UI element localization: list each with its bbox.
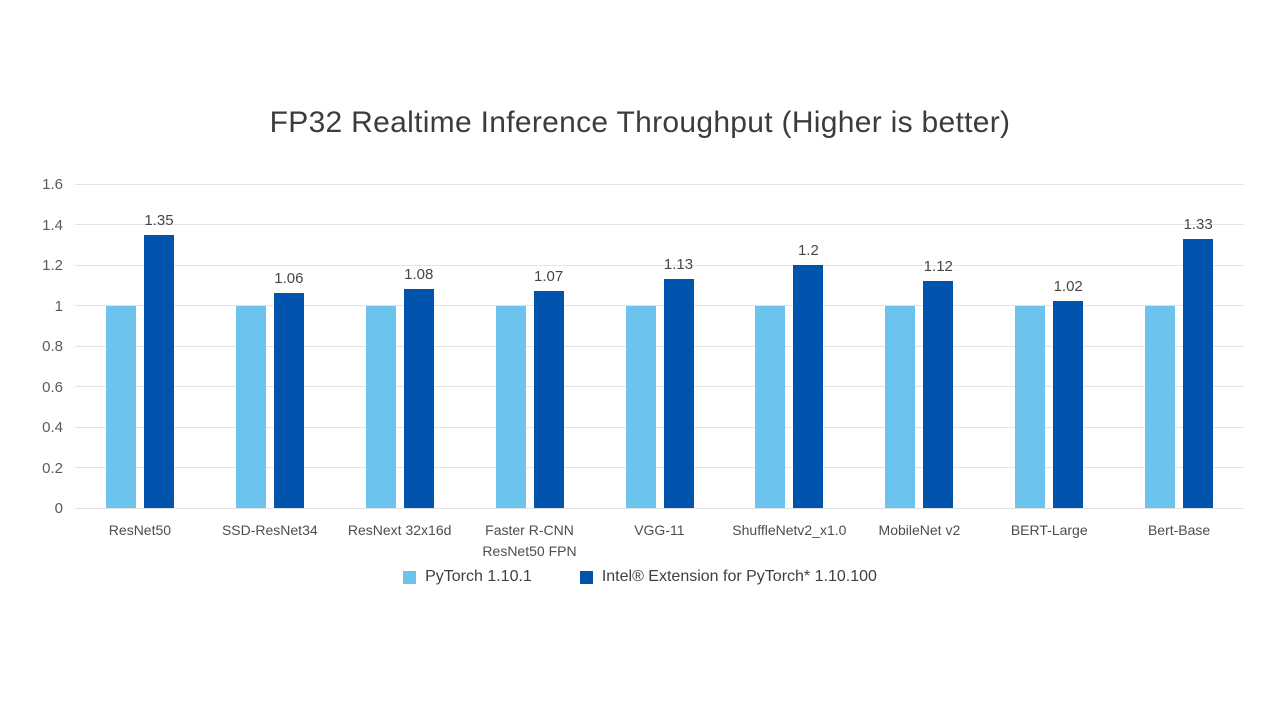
bar-group: 1.12 bbox=[854, 184, 984, 508]
gridline bbox=[75, 386, 1244, 387]
bar-pytorch bbox=[1145, 305, 1176, 508]
x-axis-label: Bert-Base bbox=[1147, 522, 1211, 538]
bar-group: 1.08 bbox=[335, 184, 465, 508]
bar-pytorch bbox=[105, 305, 136, 508]
legend-label: Intel® Extension for PyTorch* 1.10.100 bbox=[601, 568, 877, 585]
bar-value-label: 1.02 bbox=[1053, 278, 1083, 296]
gridline bbox=[75, 426, 1244, 428]
bar-pytorch bbox=[235, 305, 266, 508]
legend-item-ipex: Intel® Extension for PyTorch* 1.10.100 bbox=[579, 568, 877, 586]
bar-group: 1.2 bbox=[724, 184, 854, 508]
y-tick-label: 0.8 bbox=[42, 338, 63, 355]
bar-ipex: 1.2 bbox=[793, 242, 824, 508]
bar-value-label: 1.35 bbox=[144, 211, 174, 229]
legend-swatch-icon bbox=[579, 570, 593, 584]
bar-group: 1.13 bbox=[595, 184, 725, 508]
bar-group: 1.02 bbox=[984, 184, 1114, 508]
y-tick-label: 1.6 bbox=[42, 176, 63, 193]
bar-pytorch bbox=[495, 305, 526, 508]
bar-pytorch bbox=[625, 305, 656, 508]
x-axis-labels: ResNet50 SSD-ResNet34 ResNext 32x16d Faster… bbox=[75, 520, 1244, 562]
plot-wrap: 0 0.2 0.4 0.6 0.8 1 1.2 1.4 1.6 1.35 1.06 1.08 1.07 1… bbox=[42, 176, 1244, 562]
gridline bbox=[75, 345, 1244, 347]
legend-item-pytorch: PyTorch 1.10.1 bbox=[403, 568, 532, 586]
bar-pytorch bbox=[1015, 305, 1046, 508]
x-axis-label: Faster R-CNN ResNet50 FPN bbox=[482, 522, 577, 559]
y-tick-label: 0.4 bbox=[42, 419, 63, 436]
bar-value-label: 1.12 bbox=[923, 258, 953, 276]
y-tick-label: 1.4 bbox=[42, 216, 63, 234]
bar-group: 1.06 bbox=[205, 184, 335, 508]
gridline bbox=[75, 264, 1244, 266]
bar-value-label: 1.06 bbox=[274, 270, 304, 288]
bar-value-label: 1.33 bbox=[1183, 215, 1213, 233]
bar-value-label: 1.07 bbox=[534, 268, 564, 286]
x-axis-label: MobileNet v2 bbox=[878, 522, 961, 538]
bar-value-label: 1.2 bbox=[797, 242, 819, 259]
y-tick-label: 0.6 bbox=[42, 378, 63, 396]
bar-pytorch bbox=[365, 305, 396, 508]
x-axis-label: VGG-11 bbox=[634, 522, 685, 538]
bar-group: 1.07 bbox=[465, 184, 595, 508]
gridline bbox=[75, 467, 1244, 468]
x-axis-label: ResNet50 bbox=[108, 522, 172, 538]
legend: PyTorch 1.10.1 Intel® Extension for PyTor… bbox=[0, 568, 1280, 586]
legend-swatch-icon bbox=[403, 570, 417, 584]
gridline bbox=[75, 507, 1244, 509]
gridline bbox=[75, 183, 1244, 185]
bar-ipex: 1.02 bbox=[1053, 278, 1084, 508]
x-axis-label: BERT-Large bbox=[1010, 522, 1088, 538]
bar-value-label: 1.13 bbox=[663, 256, 694, 274]
bar-ipex: 1.06 bbox=[273, 270, 304, 508]
x-axis-label: SSD-ResNet34 bbox=[221, 522, 318, 538]
gridline bbox=[75, 305, 1244, 306]
bar-groups: 1.35 1.06 1.08 1.07 1.13 1.2 1.12 1.02 1.33 bbox=[75, 184, 1244, 508]
bar-ipex: 1.07 bbox=[533, 268, 564, 508]
bar-ipex: 1.13 bbox=[663, 256, 694, 508]
y-tick-label: 0 bbox=[54, 500, 63, 517]
bar-pytorch bbox=[755, 305, 786, 508]
y-tick-label: 1 bbox=[54, 297, 63, 315]
y-tick-label: 0.2 bbox=[42, 459, 63, 477]
bar-group: 1.35 bbox=[75, 184, 205, 508]
bar-ipex: 1.12 bbox=[923, 258, 954, 508]
bar-ipex: 1.35 bbox=[143, 212, 174, 508]
legend-label: PyTorch 1.10.1 bbox=[425, 568, 532, 585]
x-axis-label: ShuffleNetv2_x1.0 bbox=[732, 522, 847, 538]
bar-ipex: 1.33 bbox=[1183, 216, 1214, 508]
x-axis-label: ResNext 32x16d bbox=[347, 522, 452, 538]
y-tick-label: 1.2 bbox=[42, 257, 63, 274]
chart-title: FP32 Realtime Inference Throughput (High… bbox=[269, 106, 1011, 139]
bar-ipex: 1.08 bbox=[403, 266, 434, 508]
gridline bbox=[75, 224, 1244, 225]
bar-pytorch bbox=[885, 305, 916, 508]
plot-area: 0 0.2 0.4 0.6 0.8 1 1.2 1.4 1.6 1.35 1.06 1.08 1.07 1… bbox=[42, 176, 1244, 517]
bar-value-label: 1.08 bbox=[404, 266, 434, 284]
bar-group: 1.33 bbox=[1114, 184, 1244, 508]
